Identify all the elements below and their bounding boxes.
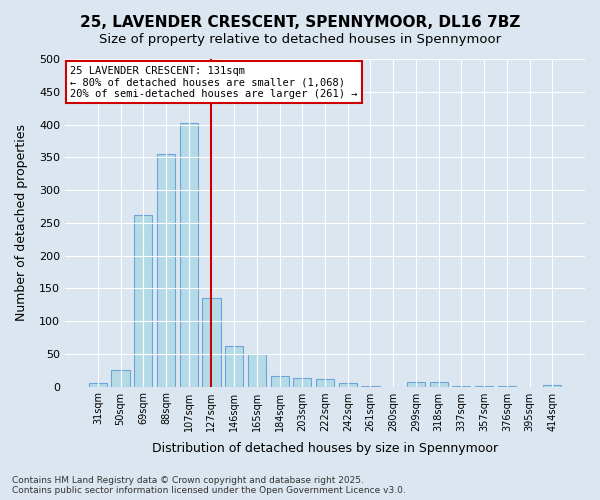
Bar [407,382,425,386]
Bar [89,384,107,386]
Bar [202,298,221,386]
Bar [271,376,289,386]
Bar [316,380,334,386]
Text: 25 LAVENDER CRESCENT: 131sqm
← 80% of detached houses are smaller (1,068)
20% of: 25 LAVENDER CRESCENT: 131sqm ← 80% of de… [70,66,358,99]
Text: Contains HM Land Registry data © Crown copyright and database right 2025.
Contai: Contains HM Land Registry data © Crown c… [12,476,406,495]
Bar [134,215,152,386]
Bar [543,385,562,386]
Y-axis label: Number of detached properties: Number of detached properties [15,124,28,322]
Bar [157,154,175,386]
Bar [338,384,357,386]
Bar [225,346,243,387]
Text: Size of property relative to detached houses in Spennymoor: Size of property relative to detached ho… [99,32,501,46]
Bar [179,122,198,386]
Bar [293,378,311,386]
Bar [248,354,266,386]
Bar [430,382,448,386]
X-axis label: Distribution of detached houses by size in Spennymoor: Distribution of detached houses by size … [152,442,498,455]
Text: 25, LAVENDER CRESCENT, SPENNYMOOR, DL16 7BZ: 25, LAVENDER CRESCENT, SPENNYMOOR, DL16 … [80,15,520,30]
Bar [112,370,130,386]
